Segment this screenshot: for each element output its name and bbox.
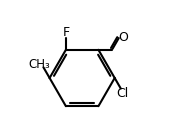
Text: F: F	[62, 26, 69, 39]
Text: Cl: Cl	[116, 87, 128, 100]
Text: O: O	[118, 31, 128, 44]
Text: CH₃: CH₃	[29, 58, 50, 71]
